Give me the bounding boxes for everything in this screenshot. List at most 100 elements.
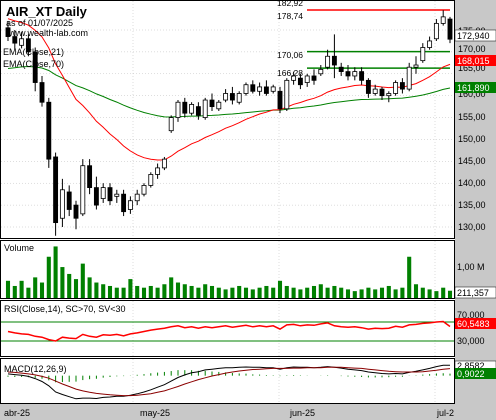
rsi-tag: 60,5483 [457,319,490,329]
volume-bar [420,287,425,298]
price-tick: 155,00 [458,112,486,122]
volume-bar [230,287,235,298]
x-tick-jun: jun-25 [289,408,315,418]
volume-bar [101,284,106,298]
level-label-178: 178,74 [277,11,303,21]
level-label-166: 166,28 [277,68,303,78]
candle-body-down [447,18,453,40]
candle [250,80,256,94]
candle [93,176,99,210]
macd-signal-tag: 0,9022 [457,369,485,379]
volume-bar [12,285,17,298]
candle-body-up [223,93,229,101]
candle-body-up [168,117,174,132]
candle-body-down [66,191,72,210]
candle [202,97,208,120]
candle [182,97,188,118]
candle-body-down [87,165,93,188]
price-tick: 145,00 [458,156,486,166]
volume-bar [345,289,351,298]
candle-body-down [209,99,215,108]
candle [107,183,113,206]
candle [420,43,426,63]
ema70-tag-bg [455,82,496,93]
candle-body-down [277,90,283,110]
candle-body-down [107,187,113,202]
price-axis-strip [455,0,496,404]
rsi-tag-bg [455,318,496,329]
volume-tag: 211,357 [457,288,489,298]
volume-bar [277,280,283,298]
volume-bar [169,277,174,298]
volume-bar [94,282,99,298]
candle [168,115,174,133]
ema21-line [7,18,451,161]
volume-bar [209,285,215,298]
volume-bar [264,285,269,298]
volume-bar [352,291,357,298]
candle-body-up [202,99,208,118]
price-tick: 165,00 [458,63,486,73]
price-tick: 140,00 [458,178,486,188]
candle [12,30,18,50]
volume-bar [271,287,276,298]
candle [19,32,25,49]
rsi-label: RSI(Close,14), SC>70, SV<30 [4,304,126,314]
volume-bar [73,279,79,298]
candle-body-up [161,158,167,169]
volume-bar [366,287,371,298]
candle [427,36,433,50]
macd-label: MACD(12,26,9) [4,364,67,374]
candle-body-down [311,75,317,81]
volume-bar [284,285,289,298]
candle-body-down [250,84,256,92]
candle [141,183,147,197]
candle-body-up [216,101,222,110]
volume-bar [107,285,113,298]
candle [399,78,405,94]
volume-bar [26,287,31,298]
volume-bar [46,256,51,298]
volume-bar [359,289,364,298]
volume-bars [5,246,453,298]
candle [325,49,331,70]
candle-body-down [229,93,235,101]
price-tick: 135,00 [458,200,486,210]
volume-bar [53,246,58,298]
volume-bar [400,287,405,298]
candle [257,82,263,96]
candle [345,65,351,81]
candle [114,189,120,203]
candle [100,183,106,203]
candle-body-down [182,101,188,114]
candle [134,189,140,206]
candle-body-up [236,93,242,103]
volume-bar [305,287,310,298]
candle-body-up [420,47,426,62]
volume-tag-bg [454,286,496,299]
volume-bar [223,289,228,298]
candle [189,102,195,116]
candle [175,100,181,122]
candle-body-down [93,187,99,206]
candle-body-down [359,71,365,81]
close-tag-bg [454,29,496,42]
ema70-tag: 161,890 [457,83,490,93]
candle-body-up [243,84,249,94]
volume-tick: 1,00 M [457,262,485,272]
x-tick-apr: abr-25 [4,408,30,418]
volume-bar [237,285,242,298]
volume-bar [33,277,38,298]
candle-body-down [32,51,38,83]
volume-bar [155,287,160,298]
candle-body-up [318,69,324,75]
candle-body-up [406,66,412,90]
candle [25,34,31,57]
ema70-legend: EMA(Close,70) [3,59,64,69]
candle-body-up [19,38,25,46]
candle [372,84,378,96]
volume-bar [339,287,344,298]
candle [229,86,235,105]
volume-bar [393,289,398,298]
